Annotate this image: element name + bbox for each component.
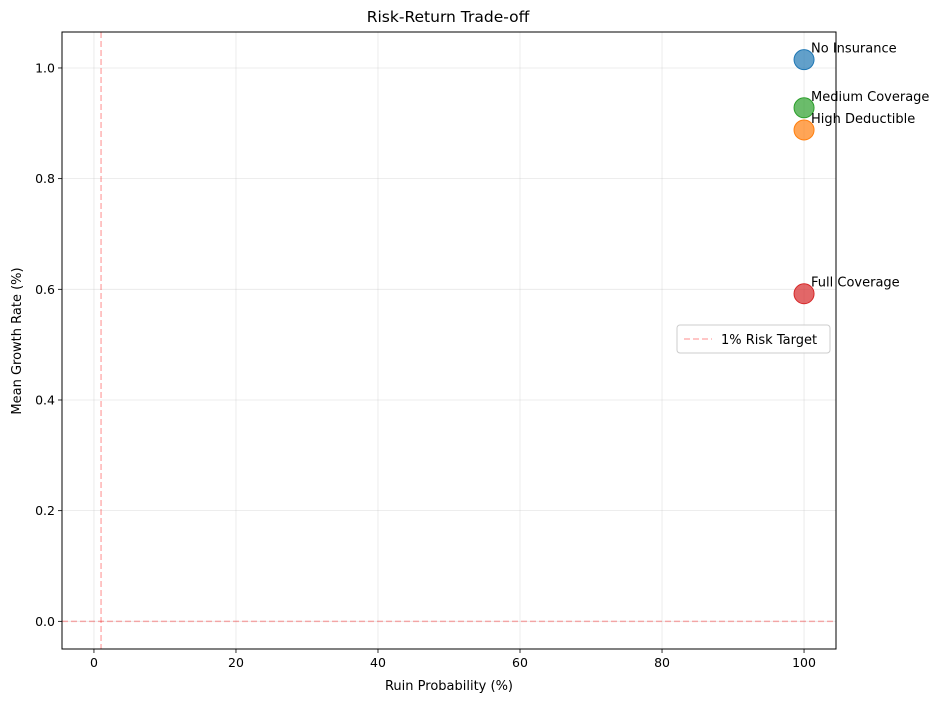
y-axis-ticks: 0.0 0.2 0.4 0.6 0.8 1.0 [35,60,62,629]
x-tick-label: 0 [90,655,98,670]
y-tick-label: 0.6 [35,282,55,297]
x-tick-label: 80 [654,655,670,670]
x-axis-ticks: 0 20 40 60 80 100 [90,649,816,670]
y-axis-label: Mean Growth Rate (%) [10,267,25,414]
legend-box [676,324,831,354]
data-point-high-deductible [793,119,815,141]
plot-area-frame [61,31,837,650]
y-tick-label: 0.4 [35,392,55,407]
x-tick-label: 20 [228,655,244,670]
data-point-medium-coverage [793,97,815,119]
point-label-full-coverage: Full Coverage [811,276,900,291]
x-tick-label: 60 [512,655,528,670]
point-label-high-deductible: High Deductible [811,112,915,127]
y-tick-label: 0.2 [35,503,55,518]
x-axis-label: Ruin Probability (%) [385,679,513,694]
y-tick-label: 1.0 [35,60,55,75]
legend-label-risk-target: 1% Risk Target [721,333,817,348]
y-tick-label: 0.0 [35,614,55,629]
data-point-no-insurance [793,49,815,71]
point-labels: No Insurance High Deductible Medium Covera… [811,42,929,291]
point-label-no-insurance: No Insurance [811,42,897,57]
chart-title: Risk-Return Trade-off [367,8,530,26]
legend: 1% Risk Target [676,324,831,354]
x-tick-label: 100 [792,655,816,670]
data-point-full-coverage [793,283,815,305]
y-tick-label: 0.8 [35,171,55,186]
x-tick-label: 40 [370,655,386,670]
point-label-medium-coverage: Medium Coverage [811,90,929,105]
data-points [793,49,815,305]
reference-lines [62,32,836,649]
